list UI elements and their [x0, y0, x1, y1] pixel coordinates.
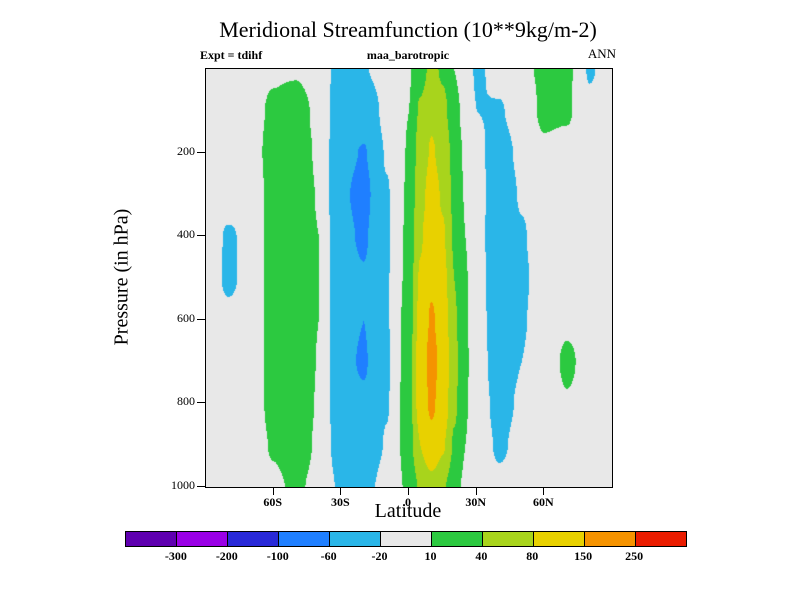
x-tick-label: 30N	[465, 495, 486, 509]
subtitle-experiment: Expt = tdihf	[200, 48, 263, 62]
y-tick-mark	[197, 318, 205, 320]
colorbar-segment	[177, 532, 228, 546]
y-tick-label: 200	[177, 143, 195, 158]
subtitle-season: ANN	[587, 46, 616, 61]
y-axis-title: Pressure (in hPa)	[110, 208, 133, 346]
plot-area	[205, 68, 613, 488]
x-tick-label: 60S	[263, 495, 282, 509]
colorbar-label: -100	[266, 549, 289, 563]
colorbar-label: 80	[526, 549, 539, 563]
y-tick-label: 1000	[171, 478, 195, 492]
colorbar-label: 10	[424, 549, 437, 563]
y-tick-label: 400	[177, 227, 195, 242]
x-tick-label: 30S	[330, 495, 350, 509]
colorbar-label: -200	[215, 549, 238, 563]
y-tick-label: 600	[177, 310, 195, 325]
colorbar-segment	[534, 532, 585, 546]
chart-title: Meridional Streamfunction (10**9kg/m-2)	[219, 17, 597, 42]
x-tick-mark	[475, 488, 477, 495]
x-tick-mark	[408, 488, 409, 495]
y-tick-label: 800	[177, 394, 195, 409]
colorbar-label: -20	[371, 549, 388, 563]
colorbar-label: 150	[574, 549, 593, 563]
subtitle-dataset: maa_barotropic	[366, 48, 450, 62]
colorbar-segment	[126, 532, 177, 546]
colorbar-segment	[228, 532, 279, 546]
colorbar-label: 250	[625, 549, 644, 563]
y-tick-mark	[197, 151, 205, 153]
colorbar-segment	[330, 532, 381, 546]
colorbar-segment	[636, 532, 686, 546]
colorbar	[125, 531, 687, 547]
colorbar-segment	[381, 532, 432, 546]
colorbar-label: -60	[320, 549, 337, 563]
colorbar-segment	[585, 532, 636, 546]
x-tick-mark	[340, 488, 342, 495]
colorbar-segment	[483, 532, 534, 546]
colorbar-segment	[279, 532, 330, 546]
colorbar-segment	[432, 532, 483, 546]
x-tick-mark	[272, 488, 274, 495]
colorbar-label: -300	[164, 549, 187, 563]
x-tick-mark	[543, 488, 545, 495]
colorbar-label: 40	[475, 549, 488, 563]
x-tick-label: 0	[405, 495, 411, 509]
y-tick-mark	[197, 402, 205, 404]
y-tick-mark	[197, 486, 205, 487]
x-tick-label: 60N	[532, 495, 554, 509]
x-axis-title: Latitude	[374, 500, 442, 522]
contour-canvas	[206, 69, 612, 487]
y-tick-mark	[197, 235, 205, 237]
